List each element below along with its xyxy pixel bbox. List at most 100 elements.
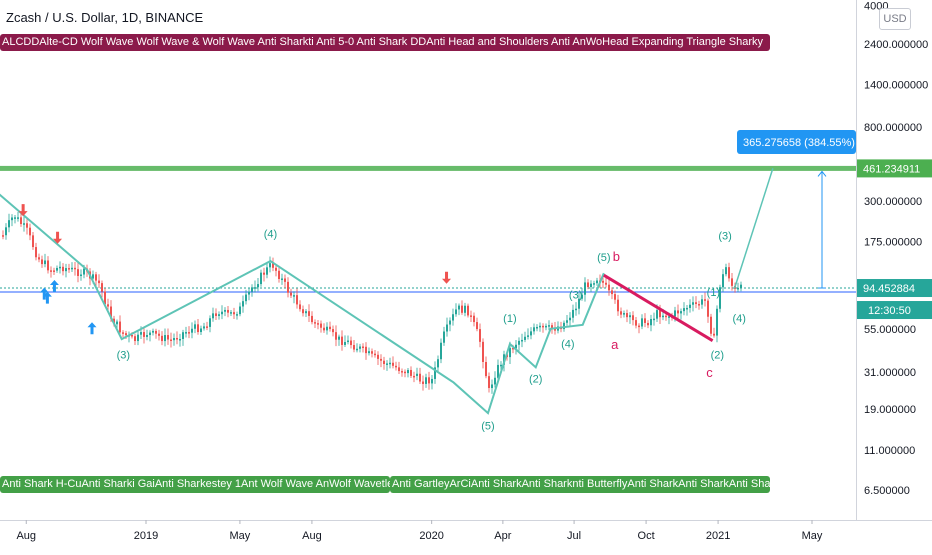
candle[interactable] <box>488 376 490 389</box>
candle[interactable] <box>737 287 739 290</box>
candle[interactable] <box>158 333 160 336</box>
candle[interactable] <box>413 375 415 378</box>
candle[interactable] <box>620 311 622 315</box>
candle[interactable] <box>467 305 469 316</box>
candle[interactable] <box>656 310 658 319</box>
candle[interactable] <box>578 298 580 309</box>
sell-arrow-icon[interactable] <box>18 204 28 217</box>
candle[interactable] <box>11 217 13 221</box>
candle[interactable] <box>230 312 232 314</box>
candle[interactable] <box>536 326 538 329</box>
candle[interactable] <box>23 223 25 225</box>
candle[interactable] <box>494 377 496 385</box>
candle[interactable] <box>311 315 313 323</box>
candle[interactable] <box>242 301 244 307</box>
candle[interactable] <box>179 338 181 341</box>
candle[interactable] <box>650 318 652 326</box>
candle[interactable] <box>254 287 256 289</box>
candle[interactable] <box>530 331 532 336</box>
candle[interactable] <box>434 367 436 379</box>
candle[interactable] <box>296 295 298 305</box>
candle[interactable] <box>299 304 301 310</box>
candle[interactable] <box>533 327 535 332</box>
candle[interactable] <box>716 308 718 336</box>
candle[interactable] <box>236 314 238 316</box>
candle[interactable] <box>152 330 154 333</box>
candle[interactable] <box>191 328 193 333</box>
bottom-pattern-bar-left[interactable]: Anti Shark H-CuAnti Sharki GaiAnti Shark… <box>0 476 390 493</box>
candle[interactable] <box>713 333 715 336</box>
candle[interactable] <box>458 305 460 310</box>
projection-line[interactable] <box>733 168 774 289</box>
candle[interactable] <box>137 334 139 342</box>
candle[interactable] <box>722 274 724 288</box>
candle[interactable] <box>104 291 106 305</box>
candle[interactable] <box>356 348 358 351</box>
candle[interactable] <box>170 339 172 342</box>
candle[interactable] <box>302 309 304 314</box>
candle[interactable] <box>47 260 49 271</box>
candle[interactable] <box>344 342 346 345</box>
candle[interactable] <box>443 331 445 343</box>
buy-arrow-icon[interactable] <box>87 322 97 335</box>
candle[interactable] <box>515 344 517 349</box>
candle[interactable] <box>317 323 319 325</box>
candle[interactable] <box>596 280 598 284</box>
candle[interactable] <box>110 306 112 319</box>
candle[interactable] <box>62 266 64 272</box>
buy-arrow-icon[interactable] <box>39 287 49 300</box>
candle[interactable] <box>197 324 199 333</box>
candle[interactable] <box>683 308 685 312</box>
candle[interactable] <box>32 235 34 248</box>
candle[interactable] <box>320 323 322 328</box>
candle[interactable] <box>14 217 16 219</box>
candle[interactable] <box>278 270 280 280</box>
candle[interactable] <box>455 309 457 315</box>
candle[interactable] <box>143 332 145 337</box>
candle[interactable] <box>224 309 226 312</box>
candle[interactable] <box>464 305 466 313</box>
candle[interactable] <box>185 332 187 334</box>
candle[interactable] <box>617 299 619 312</box>
candle[interactable] <box>695 302 697 305</box>
candle[interactable] <box>728 267 730 279</box>
candle[interactable] <box>353 345 355 350</box>
candle[interactable] <box>80 274 82 277</box>
candle[interactable] <box>218 314 220 316</box>
candle[interactable] <box>209 318 211 327</box>
candle[interactable] <box>407 369 409 374</box>
candle[interactable] <box>740 284 742 288</box>
candle[interactable] <box>248 291 250 295</box>
candle[interactable] <box>257 284 259 288</box>
candle[interactable] <box>611 290 613 295</box>
candle[interactable] <box>269 263 271 268</box>
candle[interactable] <box>410 369 412 376</box>
measure-tag[interactable] <box>737 130 856 154</box>
candle[interactable] <box>644 318 646 323</box>
candle[interactable] <box>77 269 79 276</box>
candle[interactable] <box>497 364 499 378</box>
candle[interactable] <box>347 340 349 343</box>
candle[interactable] <box>266 267 268 275</box>
top-pattern-bar[interactable]: ALCDDAlte-CD Wolf Wave Wolf Wave & Wolf … <box>0 34 770 51</box>
candle[interactable] <box>233 312 235 315</box>
candle[interactable] <box>593 283 595 285</box>
candle[interactable] <box>569 317 571 321</box>
resistance-line[interactable] <box>0 165 856 171</box>
candle[interactable] <box>200 328 202 333</box>
candle[interactable] <box>59 266 61 269</box>
candle[interactable] <box>398 367 400 372</box>
candle[interactable] <box>428 377 430 384</box>
candle[interactable] <box>284 278 286 282</box>
candle[interactable] <box>659 310 661 318</box>
candle[interactable] <box>17 217 19 219</box>
candle[interactable] <box>587 282 589 288</box>
candle[interactable] <box>350 340 352 346</box>
candle[interactable] <box>119 321 121 333</box>
candle[interactable] <box>554 328 556 331</box>
candle[interactable] <box>425 377 427 384</box>
candle[interactable] <box>638 325 640 328</box>
currency-button[interactable]: USD <box>879 8 911 30</box>
candle[interactable] <box>377 354 379 359</box>
